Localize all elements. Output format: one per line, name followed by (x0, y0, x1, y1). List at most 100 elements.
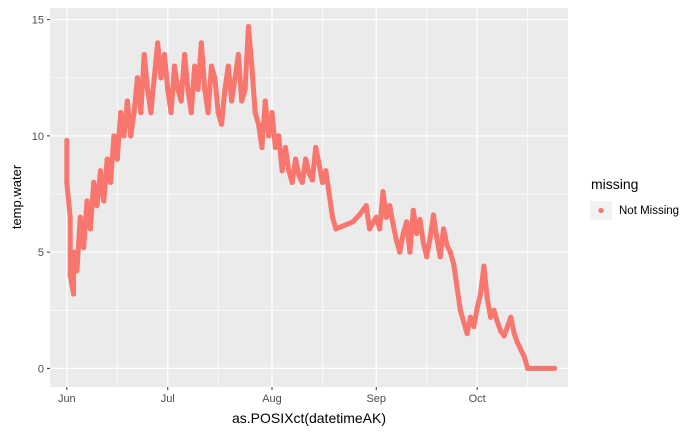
data-point (316, 161, 322, 167)
data-point (451, 261, 457, 267)
data-point (491, 307, 497, 313)
data-point (225, 63, 231, 69)
data-point (511, 330, 517, 337)
data-point (350, 219, 356, 225)
y-tick-label: 10 (32, 131, 44, 143)
x-tick-label: Jul (161, 393, 175, 405)
data-point (393, 237, 400, 244)
y-axis-title: temp.water (9, 164, 24, 229)
data-point (229, 98, 235, 104)
data-point (279, 168, 285, 174)
legend-key-dot (598, 207, 604, 214)
data-point (323, 168, 329, 174)
x-tick-label: Oct (469, 393, 486, 405)
data-point (124, 98, 130, 104)
data-point (138, 110, 144, 116)
y-axis: 0 5 10 15 (32, 15, 50, 375)
data-point (121, 133, 127, 139)
data-point (282, 144, 289, 151)
data-point (74, 268, 80, 274)
data-point (64, 137, 70, 144)
data-point (128, 133, 134, 139)
data-point (111, 133, 117, 139)
data-point (508, 314, 514, 320)
y-tick-label: 0 (38, 363, 44, 375)
data-point (151, 75, 157, 81)
data-point (296, 172, 302, 179)
data-point (501, 333, 507, 339)
x-axis-title: as.POSIXct(datetimeAK) (232, 410, 386, 426)
data-point (538, 365, 544, 371)
data-point (255, 121, 262, 127)
data-point (440, 226, 447, 232)
data-point (181, 51, 188, 58)
data-point (252, 110, 258, 116)
legend-title: missing (591, 176, 638, 192)
legend-entry-label: Not Missing (619, 205, 679, 217)
data-point (430, 212, 437, 218)
data-point (447, 249, 453, 255)
data-point (427, 235, 433, 241)
data-point (481, 263, 487, 269)
data-point (410, 207, 416, 213)
data-point (437, 254, 443, 260)
data-point (222, 86, 228, 92)
data-point (488, 314, 494, 320)
data-point (171, 63, 178, 69)
data-point (306, 170, 312, 176)
data-point (67, 214, 73, 220)
data-point (471, 323, 477, 330)
data-point (309, 177, 315, 183)
data-point (303, 156, 309, 162)
data-point (131, 110, 137, 116)
data-point (101, 198, 107, 204)
data-point (70, 249, 77, 255)
data-point (269, 110, 275, 116)
data-point (97, 168, 104, 174)
data-point (504, 323, 511, 330)
data-point (87, 226, 93, 232)
data-point (81, 244, 87, 251)
data-point (107, 179, 114, 185)
data-point (454, 284, 460, 290)
x-tick-label: Jun (58, 393, 76, 405)
data-point (198, 40, 204, 46)
data-point (474, 305, 480, 311)
data-point (67, 272, 73, 278)
data-point (407, 249, 413, 255)
data-point (286, 168, 292, 174)
data-point (333, 226, 339, 232)
legend: missing Not Missing (590, 176, 679, 220)
data-point (319, 179, 326, 185)
data-point (390, 221, 396, 227)
data-point (161, 51, 167, 58)
data-point (175, 86, 181, 92)
data-point (366, 226, 373, 232)
data-point (266, 133, 272, 139)
data-point (178, 98, 184, 104)
data-point (403, 219, 410, 225)
data-point (424, 254, 430, 260)
data-point (188, 110, 194, 116)
data-point (464, 330, 470, 337)
data-point (155, 40, 161, 46)
data-point (114, 156, 120, 162)
data-point (134, 75, 141, 81)
data-point (289, 179, 295, 185)
data-point (148, 110, 154, 116)
data-point (259, 144, 265, 151)
data-point (356, 212, 363, 218)
data-point (232, 75, 238, 81)
data-point (245, 24, 252, 30)
data-point (518, 347, 524, 353)
data-point (514, 340, 521, 346)
data-point (525, 365, 531, 371)
data-point (434, 235, 440, 241)
x-tick-label: Sep (366, 393, 386, 405)
data-point (272, 144, 278, 151)
data-point (397, 249, 403, 255)
data-point (208, 63, 215, 69)
data-point (158, 75, 164, 81)
data-point (118, 110, 124, 116)
